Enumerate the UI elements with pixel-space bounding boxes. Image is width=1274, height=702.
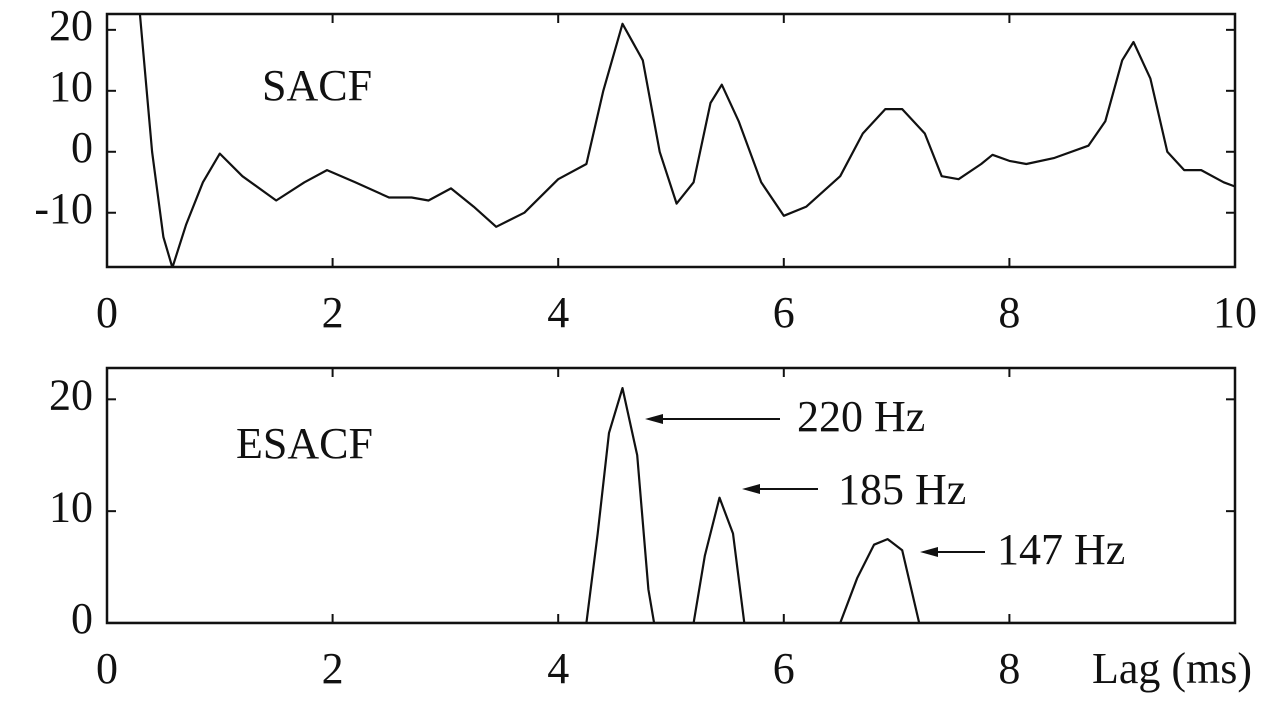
x-tick-label: 4 xyxy=(547,644,569,693)
line xyxy=(107,387,1235,623)
y-tick-label: 20 xyxy=(49,370,93,419)
panel-label: SACF xyxy=(262,61,372,110)
y-tick-label: 0 xyxy=(71,123,93,172)
x-tick-label: 6 xyxy=(773,288,795,337)
annotation: 185 Hz xyxy=(838,465,966,514)
x-tick-label: 10 xyxy=(1213,288,1257,337)
x-tick-label: 2 xyxy=(322,288,344,337)
y-tick-label: 10 xyxy=(49,482,93,531)
x-axis-label: Lag (ms) xyxy=(1092,644,1252,693)
y-tick-label: 10 xyxy=(49,62,93,111)
y-tick-label: 20 xyxy=(49,1,93,50)
x-tick-label: 4 xyxy=(547,288,569,337)
x-tick-label: 6 xyxy=(773,644,795,693)
panel-label: ESACF xyxy=(236,419,373,468)
plot-frame xyxy=(105,366,1237,625)
arrow-head xyxy=(742,484,760,494)
annotation: 220 Hz xyxy=(797,392,925,441)
arrow-head xyxy=(645,414,663,424)
line xyxy=(138,14,1235,267)
x-tick-label: 8 xyxy=(998,288,1020,337)
y-tick-label: -10 xyxy=(34,184,93,233)
plot-frame xyxy=(105,12,1237,269)
x-tick-label: 0 xyxy=(96,644,118,693)
x-tick-label: 0 xyxy=(96,288,118,337)
annotation: 147 Hz xyxy=(997,525,1125,574)
arrow-head xyxy=(920,547,938,557)
x-tick-label: 8 xyxy=(998,644,1020,693)
y-tick-label: 0 xyxy=(71,594,93,643)
x-tick-label: 2 xyxy=(322,644,344,693)
